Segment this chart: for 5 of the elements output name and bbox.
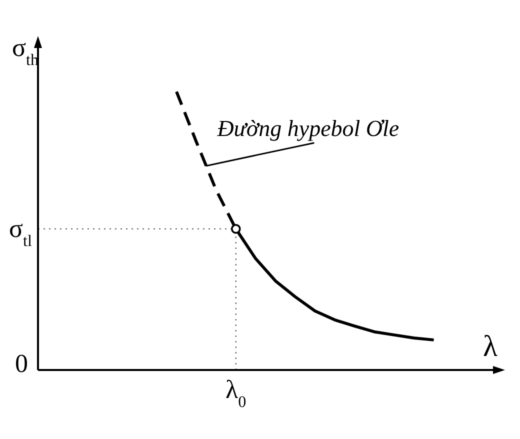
- text: 0: [15, 349, 28, 378]
- ref-line-label: σ$_{tl}$: [9, 214, 33, 250]
- text: λ$_{0}$: [226, 375, 246, 410]
- x-axis-title: λ: [483, 330, 498, 363]
- annotation: Đường hypebol Ơle: [216, 116, 400, 141]
